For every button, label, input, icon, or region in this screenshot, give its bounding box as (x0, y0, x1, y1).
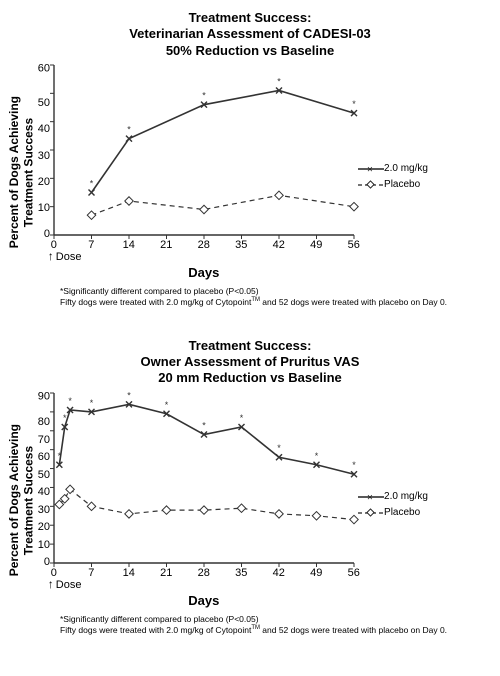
svg-text:*: * (63, 413, 67, 423)
svg-text:*: * (202, 420, 206, 430)
title-line: 50% Reduction vs Baseline (5, 43, 495, 59)
svg-text:*: * (202, 90, 206, 100)
legend-label: Placebo (384, 505, 420, 521)
svg-text:*: * (277, 76, 281, 86)
legend-label: 2.0 mg/kg (384, 489, 428, 505)
legend-label: 2.0 mg/kg (384, 161, 428, 177)
legend-item-treatment: × 2.0 mg/kg (358, 161, 428, 177)
yaxis-label-line: Percent of Dogs Achieving (7, 424, 21, 576)
svg-text:*: * (352, 460, 356, 470)
legend-swatch-icon: × (358, 492, 384, 502)
chart-2: Treatment Success: Owner Assessment of P… (5, 338, 495, 636)
legend-item-placebo: Placebo (358, 177, 428, 193)
svg-text:×: × (367, 493, 373, 503)
svg-text:*: * (127, 390, 131, 400)
footnote-text: and 52 dogs were treated with placebo on… (260, 625, 447, 635)
svg-text:*: * (352, 99, 356, 109)
chart-2-plot: *********** (54, 393, 354, 563)
yaxis-label-line: Percent of Dogs Achieving (7, 96, 21, 248)
arrow-up-icon: ↑ (48, 252, 54, 262)
chart-1-title: Treatment Success: Veterinarian Assessme… (5, 10, 495, 59)
tm-mark: TM (251, 625, 260, 631)
footnote-line: Fifty dogs were treated with 2.0 mg/kg o… (60, 297, 495, 308)
footnote-text: Fifty dogs were treated with 2.0 mg/kg o… (60, 625, 251, 635)
arrow-up-icon: ↑ (48, 580, 54, 590)
chart-1: Treatment Success: Veterinarian Assessme… (5, 10, 495, 308)
svg-text:×: × (367, 165, 373, 175)
title-line: Owner Assessment of Pruritus VAS (5, 354, 495, 370)
yaxis-label-line: Treatment Success (21, 445, 35, 554)
xticks: 0714212835424956 (54, 567, 354, 581)
footnote-text: Fifty dogs were treated with 2.0 mg/kg o… (60, 297, 251, 307)
footnote: *Significantly different compared to pla… (5, 614, 495, 636)
svg-text:*: * (277, 443, 281, 453)
svg-text:*: * (90, 178, 94, 188)
legend: × 2.0 mg/kg Placebo (354, 479, 428, 521)
svg-text:*: * (127, 124, 131, 134)
footnote-text: and 52 dogs were treated with placebo on… (260, 297, 447, 307)
chart-2-title: Treatment Success: Owner Assessment of P… (5, 338, 495, 387)
svg-text:*: * (240, 413, 244, 423)
title-line: Treatment Success: (5, 10, 495, 26)
yaxis-label-line: Treatment Success (21, 118, 35, 227)
legend-item-placebo: Placebo (358, 505, 428, 521)
legend-swatch-icon (358, 508, 384, 518)
svg-text:*: * (58, 450, 62, 460)
legend-swatch-icon (358, 180, 384, 190)
svg-text:*: * (315, 450, 319, 460)
legend-item-treatment: × 2.0 mg/kg (358, 489, 428, 505)
legend-label: Placebo (384, 177, 420, 193)
svg-text:*: * (90, 397, 94, 407)
chart-1-plot: * * * * * (54, 65, 354, 235)
title-line: Veterinarian Assessment of CADESI-03 (5, 26, 495, 42)
yaxis-label: Percent of Dogs Achieving Treatment Succ… (5, 424, 38, 576)
tm-mark: TM (251, 297, 260, 303)
footnote-line: *Significantly different compared to pla… (60, 286, 495, 297)
xaxis-label: Days (54, 593, 354, 608)
title-line: 20 mm Reduction vs Baseline (5, 370, 495, 386)
svg-text:*: * (68, 396, 72, 406)
xticks: 0714212835424956 (54, 239, 354, 253)
footnote: *Significantly different compared to pla… (5, 286, 495, 308)
yticks: 9080706050403020100 (38, 393, 54, 563)
title-line: Treatment Success: (5, 338, 495, 354)
yaxis-label: Percent of Dogs Achieving Treatment Succ… (5, 96, 38, 248)
legend: × 2.0 mg/kg Placebo (354, 151, 428, 193)
svg-text:*: * (165, 399, 169, 409)
footnote-line: *Significantly different compared to pla… (60, 614, 495, 625)
xaxis-label: Days (54, 265, 354, 280)
footnote-line: Fifty dogs were treated with 2.0 mg/kg o… (60, 625, 495, 636)
legend-swatch-icon: × (358, 164, 384, 174)
